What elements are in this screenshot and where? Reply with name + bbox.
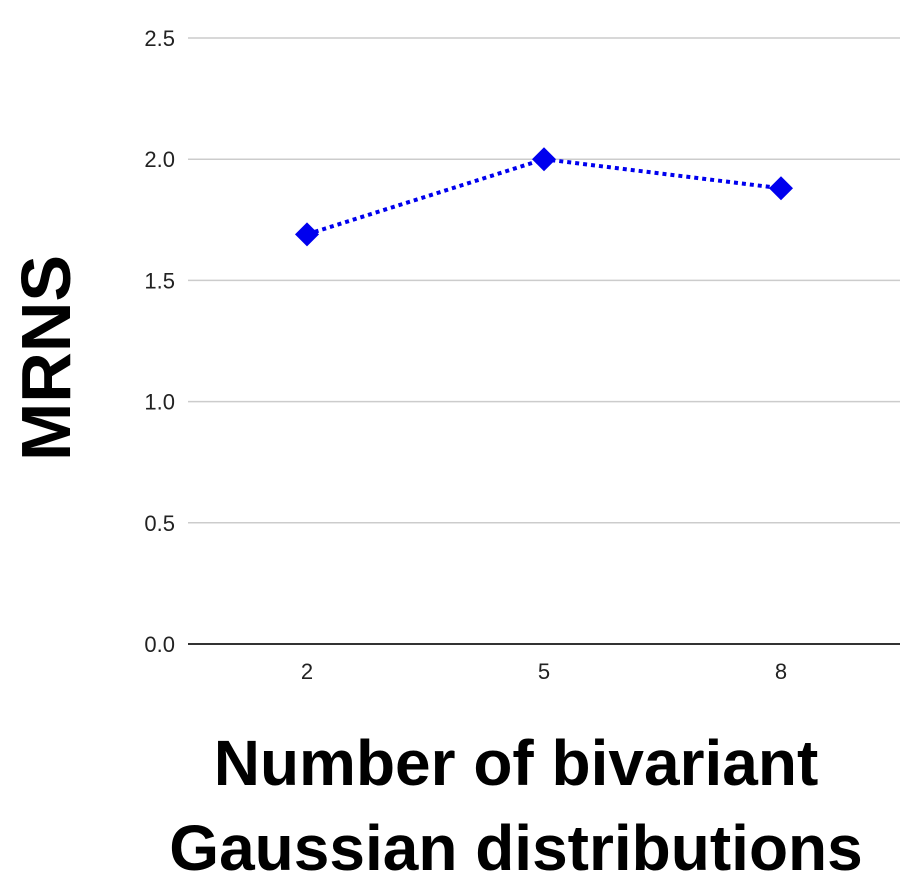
- x-tick-label: 8: [775, 659, 787, 684]
- y-tick-label: 2.0: [144, 147, 175, 172]
- x-axis-title-line-1: Number of bivariant: [214, 727, 819, 799]
- x-tick-labels: 2 5 8: [301, 659, 787, 684]
- y-tick-label: 0.5: [144, 511, 175, 536]
- x-axis-title-line-2: Gaussian distributions: [169, 812, 862, 884]
- y-tick-label: 2.5: [144, 26, 175, 51]
- data-point: [295, 222, 319, 247]
- grid-lines: [188, 37, 900, 645]
- y-tick-label: 1.5: [144, 268, 175, 293]
- data-point: [769, 176, 793, 201]
- y-axis-title: MRNS: [7, 255, 85, 461]
- x-tick-label: 2: [301, 659, 313, 684]
- y-tick-label: 0.0: [144, 632, 175, 657]
- series-layer: [295, 147, 793, 247]
- y-tick-label: 1.0: [144, 390, 175, 415]
- data-point: [532, 147, 556, 172]
- y-tick-labels: 0.0 0.5 1.0 1.5 2.0 2.5: [144, 26, 175, 657]
- x-tick-label: 5: [538, 659, 550, 684]
